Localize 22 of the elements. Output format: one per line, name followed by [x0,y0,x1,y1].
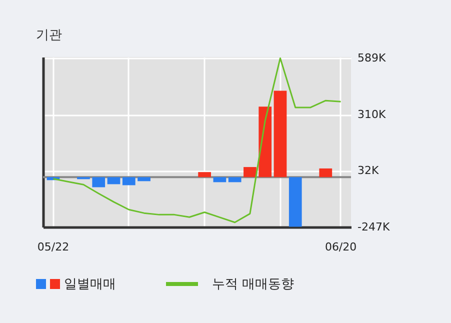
y-tick-label: 32K [358,164,380,178]
x-tick-label: 06/20 [324,240,357,254]
y-tick-label: -247K [358,220,390,234]
line-series [52,57,342,224]
bar [274,90,287,178]
legend-label: 누적 매매동향 [212,276,294,293]
bar [213,177,226,182]
bar [138,177,150,182]
chart-title: 기관 [36,27,62,44]
bar [319,168,332,178]
bar [258,106,272,178]
bar [228,177,242,182]
legend-label: 일별매매 [64,276,116,293]
bar [198,172,211,178]
bar [107,177,120,184]
bar [288,177,302,227]
bar [92,177,106,188]
bar [122,177,136,186]
y-tick-label: 310K [358,108,386,122]
y-tick-label: 589K [358,52,386,65]
bar [244,167,256,178]
x-tick-label: 05/22 [37,240,70,254]
